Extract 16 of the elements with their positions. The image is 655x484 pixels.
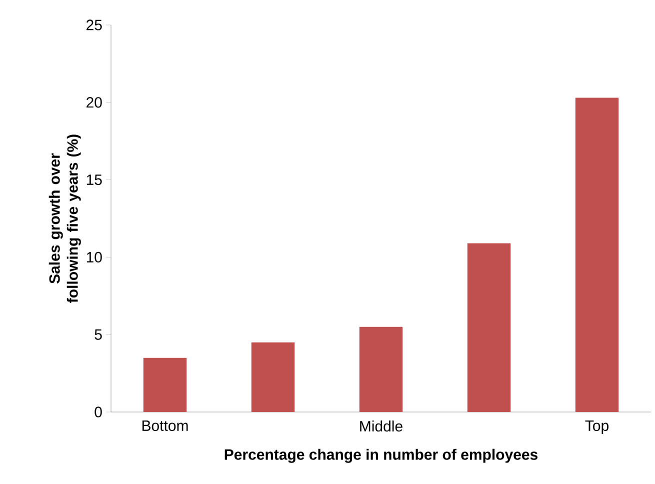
bar — [467, 243, 511, 412]
bar — [143, 358, 187, 412]
y-tick-label: 5 — [94, 329, 102, 340]
y-axis-title: Sales growth over following five years (%) — [48, 134, 81, 303]
y-tick-label: 10 — [86, 252, 102, 263]
y-tick-label: 25 — [86, 20, 102, 30]
x-tick-label: Top — [585, 420, 608, 434]
x-tick-label: Bottom — [142, 420, 188, 431]
y-tick-label: 15 — [86, 174, 102, 186]
y-tick-label: 0 — [94, 406, 102, 418]
bar — [359, 326, 403, 412]
bar — [251, 342, 295, 412]
x-axis-title: Percentage change in number of employees — [224, 448, 538, 463]
bar — [575, 98, 619, 412]
x-tick-label: Middle — [360, 420, 402, 432]
y-tick-label: 20 — [86, 97, 102, 108]
